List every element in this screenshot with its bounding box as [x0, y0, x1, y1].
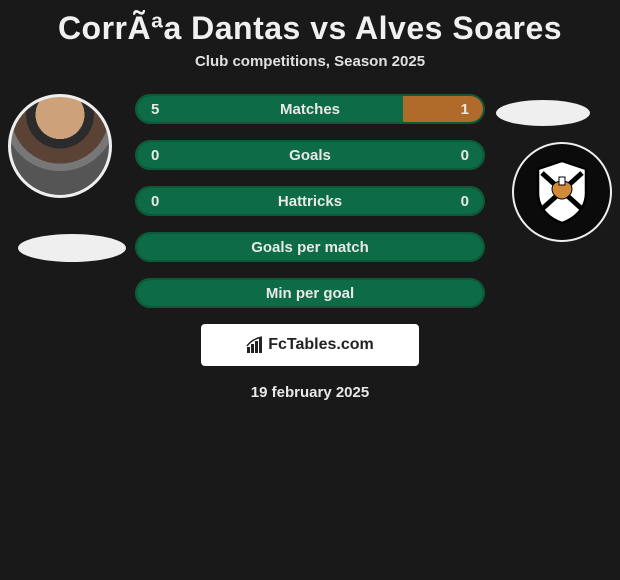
- bar-hattricks: 0 Hattricks 0: [135, 186, 485, 216]
- bar-label: Goals per match: [137, 234, 483, 260]
- bar-value-right: 1: [461, 96, 469, 122]
- comparison-panel: 5 Matches 1 0 Goals 0 0 Hattricks 0 Goal…: [0, 94, 620, 308]
- bar-label: Hattricks: [137, 188, 483, 214]
- bar-label: Goals: [137, 142, 483, 168]
- bar-chart-icon: [246, 336, 264, 354]
- subtitle: Club competitions, Season 2025: [0, 53, 620, 94]
- bar-value-right: 0: [461, 142, 469, 168]
- bar-label: Min per goal: [137, 280, 483, 306]
- player-left-avatar: [8, 94, 112, 198]
- page-title: CorrÃªa Dantas vs Alves Soares: [0, 0, 620, 53]
- bar-value-right: 0: [461, 188, 469, 214]
- stat-bars: 5 Matches 1 0 Goals 0 0 Hattricks 0 Goal…: [135, 94, 485, 308]
- bar-goals-per-match: Goals per match: [135, 232, 485, 262]
- bar-min-per-goal: Min per goal: [135, 278, 485, 308]
- player-right-club-badge: [512, 142, 612, 242]
- player-right-name-placeholder: [496, 100, 590, 126]
- shield-icon: [534, 159, 590, 225]
- brand-box[interactable]: FcTables.com: [201, 324, 419, 366]
- date-label: 19 february 2025: [0, 384, 620, 401]
- player-left-name-placeholder: [18, 234, 126, 262]
- bar-matches: 5 Matches 1: [135, 94, 485, 124]
- bar-goals: 0 Goals 0: [135, 140, 485, 170]
- brand-text: FcTables.com: [268, 336, 374, 354]
- bar-label: Matches: [137, 96, 483, 122]
